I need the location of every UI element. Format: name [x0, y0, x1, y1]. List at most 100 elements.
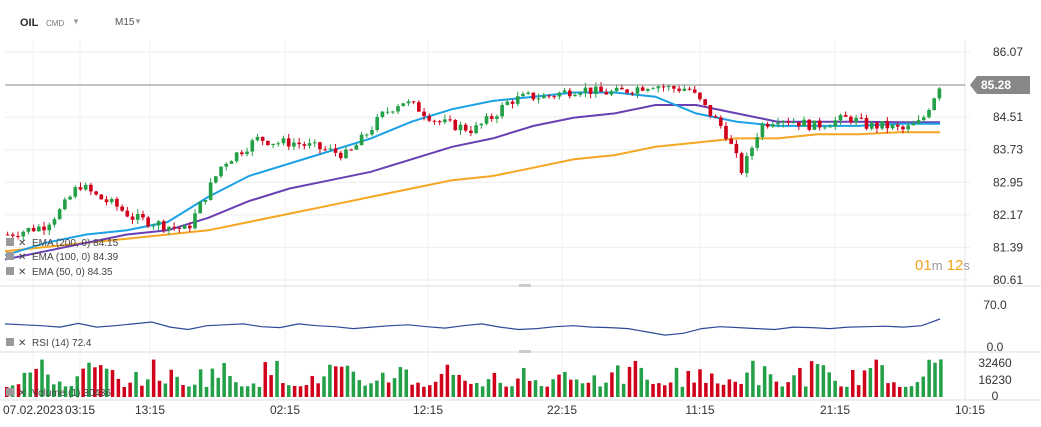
- candle-body: [630, 92, 635, 94]
- volume-bar: [210, 368, 215, 397]
- volume-bar: [686, 370, 691, 397]
- volume-bar: [257, 386, 262, 397]
- candle-body: [104, 199, 109, 203]
- candle-body: [187, 225, 192, 229]
- candle-body: [869, 122, 874, 129]
- candle-body: [927, 110, 931, 118]
- candle-body: [854, 117, 858, 122]
- volume-bar: [721, 384, 726, 397]
- volume-bar: [592, 375, 597, 397]
- candle-body: [677, 88, 681, 91]
- candle-body: [620, 87, 624, 90]
- candle-body: [463, 124, 468, 131]
- countdown-seconds: 12: [946, 257, 964, 274]
- volume-bar: [827, 372, 832, 397]
- volume-bar: [680, 386, 685, 397]
- volume-bar: [762, 366, 767, 397]
- candle-body: [479, 123, 484, 126]
- candle-body: [78, 187, 83, 190]
- volume-bar: [480, 386, 485, 397]
- volume-bar: [181, 385, 185, 397]
- symbol-dropdown-icon[interactable]: ▼: [72, 17, 80, 26]
- volume-bar: [328, 364, 332, 397]
- candle-body: [385, 111, 390, 113]
- candle-body: [625, 89, 629, 93]
- candle-body: [531, 92, 536, 100]
- volume-axis-tick: 0: [992, 389, 999, 403]
- candle-body: [807, 119, 812, 130]
- candle-body: [364, 134, 369, 136]
- indicator-settings-icon: [6, 238, 14, 246]
- candle-body: [307, 143, 312, 146]
- volume-bar: [539, 386, 544, 397]
- candle-body: [89, 184, 93, 192]
- candle-body: [770, 124, 775, 127]
- candle-body: [838, 115, 843, 121]
- candle-body: [94, 191, 98, 195]
- candle-body: [370, 130, 374, 135]
- price-axis-tick: 84.51: [993, 110, 1023, 124]
- candle-body: [666, 86, 671, 88]
- indicator-remove-icon: ✕: [18, 252, 26, 263]
- candle-body: [125, 210, 130, 217]
- candle-body: [552, 96, 557, 98]
- volume-bar: [892, 382, 896, 397]
- candle-body: [786, 121, 791, 123]
- candle-body: [349, 149, 353, 151]
- volume-bar: [87, 362, 91, 397]
- candle-body: [895, 124, 900, 127]
- candle-body: [292, 142, 296, 147]
- candle-body: [744, 156, 749, 174]
- time-axis-tick: 03:15: [65, 403, 95, 417]
- candle-body: [26, 227, 31, 232]
- candle-body: [578, 92, 583, 95]
- current-price-label: 85.28: [981, 78, 1011, 92]
- volume-bar: [798, 367, 802, 397]
- volume-bar: [516, 378, 520, 397]
- candle-body: [474, 125, 478, 134]
- volume-bar: [469, 383, 473, 397]
- indicator-settings-icon: [6, 267, 14, 275]
- candle-body: [406, 101, 411, 104]
- candle-body: [21, 231, 26, 237]
- indicator-remove-icon: ✕: [18, 338, 26, 349]
- volume-bar: [856, 385, 861, 397]
- volume-bar: [657, 383, 661, 397]
- volume-bar: [610, 372, 614, 397]
- time-axis-tick: 21:15: [820, 403, 850, 417]
- volume-bar: [428, 385, 432, 397]
- candle-body: [864, 118, 869, 129]
- volume-bar: [445, 364, 450, 397]
- ema-line-50: [4, 91, 940, 257]
- volume-bar: [903, 386, 908, 397]
- candle-body: [198, 201, 203, 214]
- candle-body: [594, 86, 598, 95]
- candle-body: [687, 88, 692, 90]
- timeframe-dropdown-icon[interactable]: ▼: [134, 17, 142, 26]
- volume-bar: [228, 376, 232, 397]
- candle-body: [495, 116, 499, 119]
- candle-body: [609, 91, 614, 95]
- time-axis-tick: 11:15: [685, 403, 714, 417]
- volume-bar: [175, 376, 179, 397]
- volume-bar: [63, 386, 68, 397]
- symbol-label[interactable]: OIL: [20, 17, 39, 29]
- candle-body: [276, 143, 281, 145]
- volume-bar: [768, 374, 773, 397]
- candle-body: [47, 224, 52, 231]
- volume-bar: [498, 382, 503, 397]
- panel-resize-handle: [519, 284, 531, 287]
- timeframe-selector[interactable]: M15: [115, 17, 135, 28]
- candle-body: [890, 124, 895, 129]
- volume-bar: [363, 385, 367, 397]
- price-axis-tick: 82.17: [993, 208, 1023, 222]
- volume-bar: [134, 371, 138, 397]
- candle-body: [750, 147, 754, 157]
- volume-bar: [204, 386, 209, 397]
- volume-bar: [157, 380, 162, 397]
- volume-bar: [263, 362, 268, 397]
- volume-bar: [216, 377, 221, 397]
- volume-bar: [786, 382, 790, 397]
- volume-bar: [733, 381, 738, 397]
